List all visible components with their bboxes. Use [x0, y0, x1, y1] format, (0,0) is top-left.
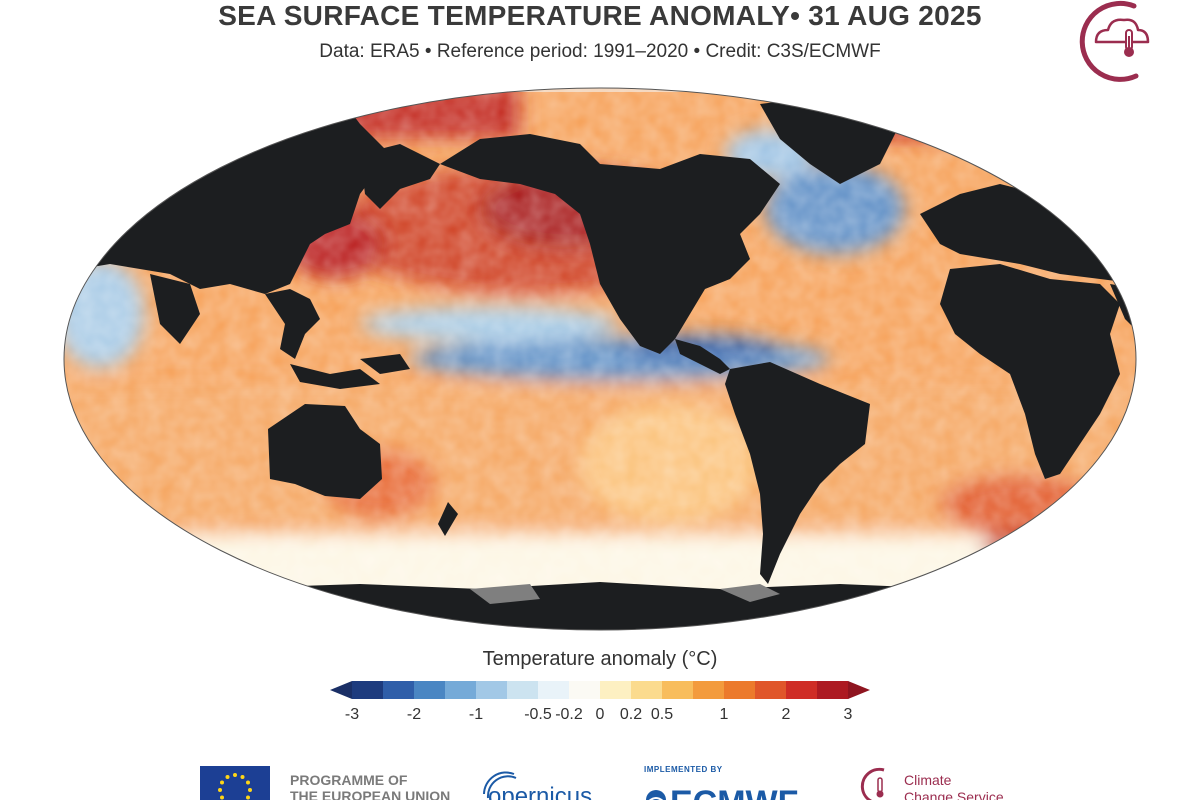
land-africa	[940, 264, 1120, 479]
colorbar-tick-label: 0	[595, 706, 605, 723]
colorbar-cell	[600, 681, 632, 699]
colorbar-cell	[693, 681, 725, 699]
colorbar-cell	[817, 681, 849, 699]
colorbar-tick-label: -2	[406, 706, 422, 723]
climate-change-service-text: Climate Change Service	[904, 772, 1004, 800]
svg-text:ECMWF: ECMWF	[670, 784, 798, 800]
colorbar-tick-label: 0.2	[619, 706, 643, 723]
colorbar-cell	[786, 681, 818, 699]
colorbar-tick-label: 3	[843, 706, 853, 723]
colorbar-cell	[631, 681, 663, 699]
eu-programme-text: PROGRAMME OF THE EUROPEAN UNION	[290, 772, 451, 800]
land-antarctica	[64, 582, 1136, 630]
colorbar-low-extend	[330, 681, 352, 699]
colorbar-tick-label: 2	[781, 706, 791, 723]
footer-logos: PROGRAMME OF THE EUROPEAN UNION opernicu…	[0, 760, 1200, 800]
colorbar-tick-label: -3	[344, 706, 360, 723]
colorbar-cell	[662, 681, 694, 699]
colorbar-cell	[569, 681, 601, 699]
eu-flag-icon	[200, 766, 270, 800]
sst-anomaly-map	[63, 87, 1137, 631]
colorbar-cell	[755, 681, 787, 699]
colorbar	[330, 681, 870, 699]
colorbar-tick-label: 1	[719, 706, 729, 723]
colorbar-tick-label: -0.5	[524, 706, 552, 723]
map-subtitle: Data: ERA5 • Reference period: 1991–2020…	[319, 41, 881, 62]
sea-ice	[470, 584, 780, 604]
colorbar-cell	[507, 681, 539, 699]
colorbar-tick-label: -1	[468, 706, 484, 723]
implemented-by-label: IMPLEMENTED BY	[644, 765, 723, 774]
colorbar-ticks: -3 -2 -1 -0.5 -0.2 0 0.2 0.5 1 2 3	[0, 706, 1200, 730]
map-title: SEA SURFACE TEMPERATURE ANOMALY• 31 AUG …	[218, 0, 982, 31]
colorbar-high-extend	[848, 681, 870, 699]
colorbar-cell	[383, 681, 415, 699]
colorbar-tick-label: 0.5	[650, 706, 674, 723]
land-australia	[268, 404, 382, 499]
climate-change-service-icon	[860, 767, 885, 800]
ecmwf-logo: ECMWF	[646, 784, 798, 800]
c3s-thermometer-logo	[1079, 0, 1150, 82]
colorbar-cell	[445, 681, 477, 699]
colorbar-cell	[724, 681, 756, 699]
legend-title: Temperature anomaly (°C)	[482, 648, 718, 670]
land-north-america	[440, 134, 780, 354]
svg-text:opernicus: opernicus	[488, 783, 592, 800]
colorbar-cell	[414, 681, 446, 699]
colorbar-cell	[352, 681, 384, 699]
colorbar-cell	[476, 681, 508, 699]
land-south-america	[725, 362, 870, 584]
copernicus-logo: opernicus	[483, 771, 592, 800]
colorbar-tick-label: -0.2	[555, 706, 583, 723]
colorbar-cell	[538, 681, 570, 699]
